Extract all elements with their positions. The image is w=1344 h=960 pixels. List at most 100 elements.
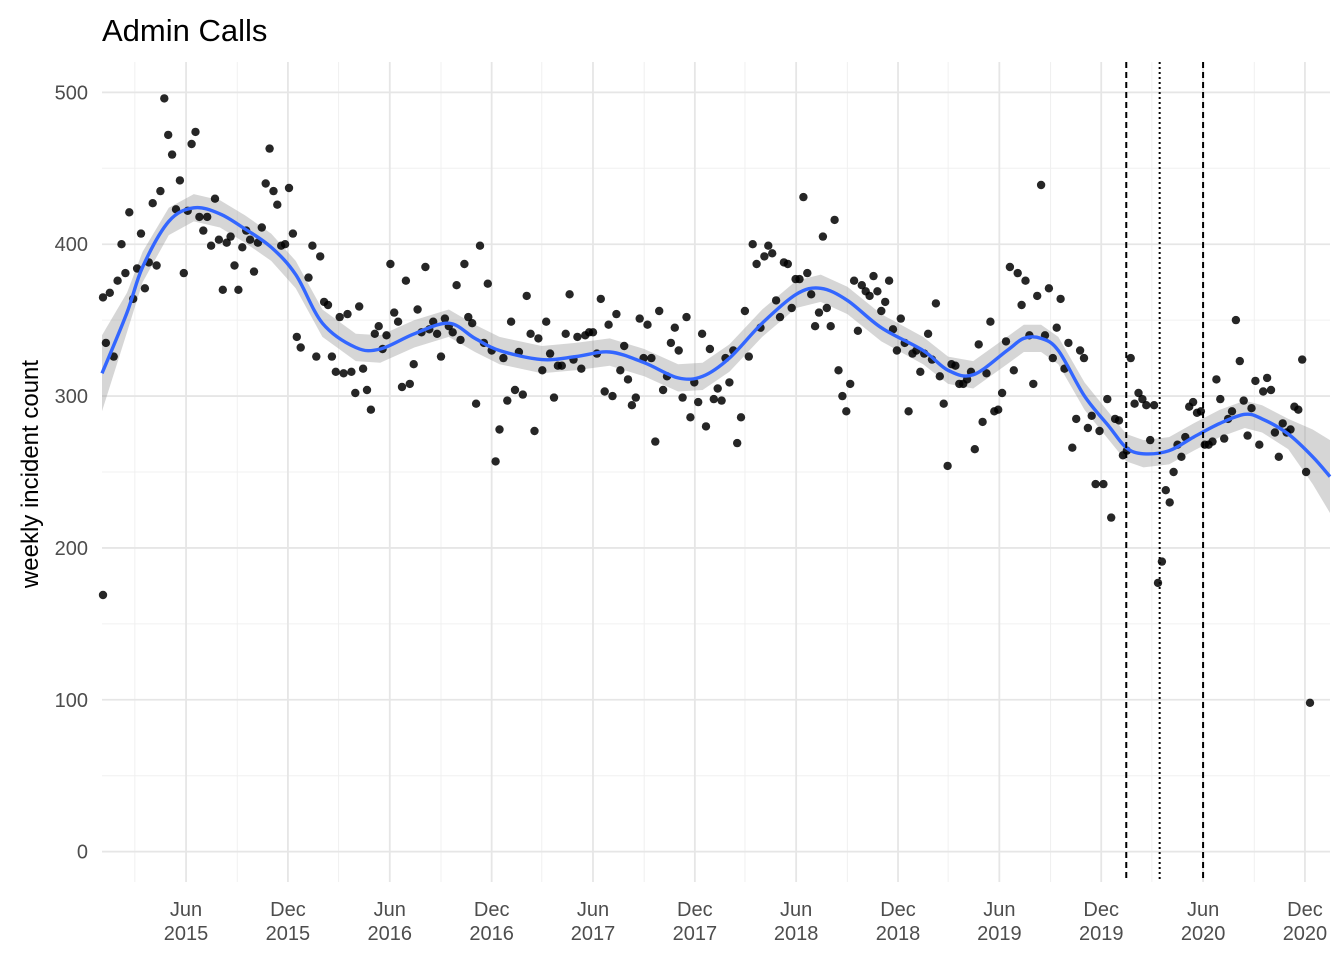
data-point	[530, 426, 539, 436]
data-point	[1266, 385, 1276, 395]
data-point	[1231, 315, 1241, 325]
x-tick-year-label: 2016	[469, 923, 514, 945]
data-point	[1099, 479, 1108, 489]
data-point	[152, 261, 161, 270]
data-point	[561, 329, 570, 338]
data-point	[351, 388, 360, 398]
data-point	[1286, 425, 1295, 434]
data-point	[588, 328, 598, 337]
x-tick-year-label: 2017	[571, 923, 616, 945]
data-point	[1068, 443, 1077, 452]
data-point	[1294, 405, 1303, 414]
data-point	[620, 341, 629, 351]
data-point	[1169, 467, 1178, 477]
data-point	[456, 335, 465, 345]
data-point	[1114, 416, 1124, 425]
x-tick-year-label: 2020	[1283, 923, 1328, 945]
data-point	[164, 130, 173, 140]
data-point	[1138, 394, 1147, 404]
data-point	[577, 364, 586, 373]
data-point	[1227, 407, 1237, 416]
data-point	[199, 226, 208, 235]
data-point	[627, 401, 637, 410]
data-point	[810, 322, 820, 331]
data-point	[931, 299, 941, 308]
data-point	[775, 312, 785, 322]
data-point	[440, 314, 450, 323]
data-point	[647, 353, 656, 363]
data-point	[986, 317, 995, 326]
data-point	[113, 276, 122, 285]
data-point	[713, 384, 722, 393]
data-point	[783, 259, 792, 269]
data-point	[865, 291, 874, 301]
data-point	[312, 352, 321, 361]
data-point	[978, 417, 987, 427]
data-point	[877, 306, 886, 316]
x-tick-month-label: Jun	[780, 899, 812, 921]
data-point	[748, 240, 757, 249]
data-point	[175, 176, 185, 185]
data-point	[117, 240, 126, 249]
data-point	[1036, 180, 1046, 190]
data-point	[733, 438, 742, 448]
data-point	[1083, 423, 1093, 433]
data-point	[471, 399, 481, 408]
data-point	[421, 262, 430, 272]
y-tick-label: 0	[77, 842, 88, 864]
data-point	[506, 317, 516, 326]
data-point	[803, 268, 812, 278]
data-point	[382, 331, 391, 340]
data-point	[1165, 498, 1174, 507]
x-tick-month-label: Jun	[1187, 899, 1219, 921]
data-point	[974, 340, 983, 349]
data-point	[245, 235, 255, 244]
data-point	[226, 232, 235, 241]
data-point	[916, 367, 925, 376]
data-point	[374, 322, 383, 331]
data-point	[335, 312, 344, 322]
data-point	[222, 238, 231, 247]
data-point	[705, 344, 715, 354]
data-point	[565, 290, 574, 299]
data-point	[105, 288, 115, 297]
data-point	[1064, 338, 1073, 348]
data-point	[257, 223, 266, 232]
data-point	[522, 291, 531, 301]
data-point	[795, 274, 804, 284]
data-point	[366, 405, 376, 414]
data-point	[1212, 375, 1221, 384]
data-point	[179, 268, 188, 278]
data-point	[1044, 284, 1054, 293]
data-point	[631, 393, 640, 402]
x-tick-year-label: 2015	[266, 923, 311, 945]
data-point	[951, 361, 960, 370]
data-point	[405, 379, 414, 389]
x-tick-year-label: 2017	[673, 923, 718, 945]
data-point	[203, 212, 212, 222]
data-point	[826, 322, 835, 331]
data-point	[846, 379, 855, 389]
data-point	[214, 235, 224, 244]
data-point	[1208, 437, 1217, 446]
data-point	[717, 396, 726, 405]
x-tick-month-label: Dec	[880, 899, 916, 921]
data-point	[1243, 431, 1252, 440]
x-tick-month-label: Jun	[577, 899, 609, 921]
data-point	[888, 325, 898, 334]
data-point	[1087, 411, 1096, 420]
data-point	[1095, 426, 1104, 436]
data-point	[1005, 262, 1015, 272]
data-point	[98, 590, 108, 600]
data-point	[935, 372, 944, 381]
data-point	[1251, 376, 1260, 386]
data-point	[452, 281, 461, 290]
data-point	[643, 320, 652, 329]
x-tick-year-label: 2018	[774, 923, 819, 945]
data-point	[549, 393, 559, 402]
data-point	[799, 192, 808, 202]
data-point	[101, 338, 111, 348]
data-point	[121, 268, 130, 278]
